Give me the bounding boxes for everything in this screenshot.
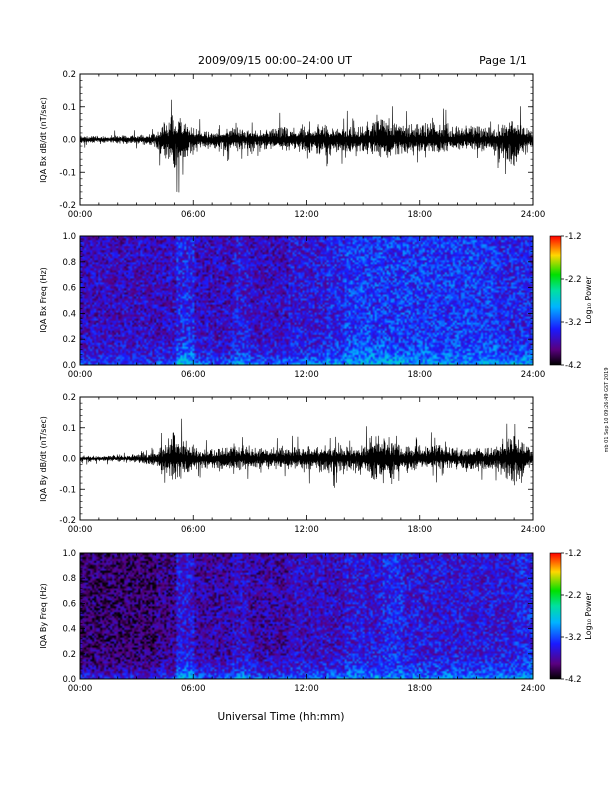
y-axis-label: IQA By dB/dt (nT/sec): [39, 416, 48, 502]
x-tick-label: 24:00: [521, 210, 546, 220]
colorbar-tick-label: -3.2: [565, 318, 582, 328]
x-tick-label: 18:00: [408, 210, 433, 220]
y-tick-label: -0.1: [59, 485, 76, 495]
x-tick-label: 24:00: [521, 684, 546, 694]
colorbar-tick-label: -2.2: [565, 591, 582, 601]
x-tick-label: 12:00: [294, 370, 319, 380]
colorbar-tick-label: -1.2: [565, 549, 582, 559]
y-tick-label: -0.2: [59, 201, 76, 211]
by-dbdt-panel: IQA By dB/dt (nT/sec) 00:00 06:00 12:00 18:…: [39, 393, 545, 535]
signal-trace: [80, 418, 533, 488]
y-tick-label: 0.0: [62, 455, 76, 465]
y-tick-label: 0.2: [62, 650, 76, 660]
bx-dbdt-panel: IQA Bx dB/dt (nT/sec) 00:00 06:00 12:00 18:…: [39, 70, 545, 220]
y-tick-label: 0.8: [62, 258, 76, 268]
y-axis-label: IQA Bx dB/dt (nT/sec): [39, 97, 48, 183]
x-tick-label: 12:00: [294, 684, 319, 694]
y-tick-label: 0.8: [62, 574, 76, 584]
y-tick-label: 0.1: [62, 103, 76, 113]
colorbar: [549, 235, 562, 366]
colorbar-label: Log₁₀ Power: [584, 592, 593, 640]
y-tick-label: 0.2: [62, 335, 76, 345]
y-tick-label: 0.0: [62, 675, 76, 685]
x-tick-label: 00:00: [68, 370, 93, 380]
x-tick-label: 24:00: [521, 370, 546, 380]
y-tick-label: 1.0: [62, 232, 76, 242]
colorbar-tick-label: -3.2: [565, 633, 582, 643]
x-tick-label: 18:00: [408, 684, 433, 694]
x-tick-label: 06:00: [181, 210, 206, 220]
side-timestamp: mb 01 Sep 10 09:26:49 GST 2019: [604, 367, 610, 452]
x-tick-label: 00:00: [68, 684, 93, 694]
spectrogram-image: [80, 553, 533, 679]
spectrogram-image: [80, 236, 533, 365]
x-tick-label: 06:00: [181, 525, 206, 535]
y-tick-label: 0.1: [62, 424, 76, 434]
signal-trace: [80, 99, 533, 193]
x-tick-label: 00:00: [68, 210, 93, 220]
page-number: Page 1/1: [479, 54, 527, 67]
y-tick-label: -0.1: [59, 168, 76, 178]
y-tick-label: -0.2: [59, 516, 76, 526]
x-tick-label: 18:00: [408, 525, 433, 535]
colorbar-tick-label: -4.2: [565, 675, 582, 685]
x-tick-label: 06:00: [181, 370, 206, 380]
y-axis-label: IQA Bx Freq (Hz): [39, 267, 48, 333]
x-tick-label: 12:00: [294, 525, 319, 535]
by-spectrogram-panel: IQA By Freq (Hz) Log₁₀ Power 00:00 06:00 1…: [39, 549, 593, 694]
page-title: 2009/09/15 00:00–24:00 UT: [198, 54, 352, 67]
x-tick-label: 12:00: [294, 210, 319, 220]
x-axis-title: Universal Time (hh:mm): [218, 711, 345, 723]
y-axis-label: IQA By Freq (Hz): [39, 583, 48, 649]
colorbar-tick-label: -4.2: [565, 361, 582, 371]
bx-spectrogram-panel: IQA Bx Freq (Hz) Log₁₀ Power 00:00 06:00 1…: [39, 232, 593, 380]
colorbar: [549, 552, 562, 680]
colorbar-tick-label: -2.2: [565, 275, 582, 285]
colorbar-label: Log₁₀ Power: [584, 276, 593, 324]
y-tick-label: 0.4: [62, 625, 76, 635]
x-tick-label: 18:00: [408, 370, 433, 380]
x-tick-label: 24:00: [521, 525, 546, 535]
x-tick-label: 06:00: [181, 684, 206, 694]
x-tick-label: 00:00: [68, 525, 93, 535]
colorbar-tick-label: -1.2: [565, 232, 582, 242]
y-tick-label: 0.0: [62, 136, 76, 146]
y-tick-label: 0.2: [62, 393, 76, 403]
y-tick-label: 0.2: [62, 70, 76, 80]
y-tick-label: 0.6: [62, 284, 76, 294]
y-tick-label: 0.0: [62, 361, 76, 371]
y-tick-label: 0.4: [62, 309, 76, 319]
y-tick-label: 1.0: [62, 549, 76, 559]
y-tick-label: 0.6: [62, 599, 76, 609]
